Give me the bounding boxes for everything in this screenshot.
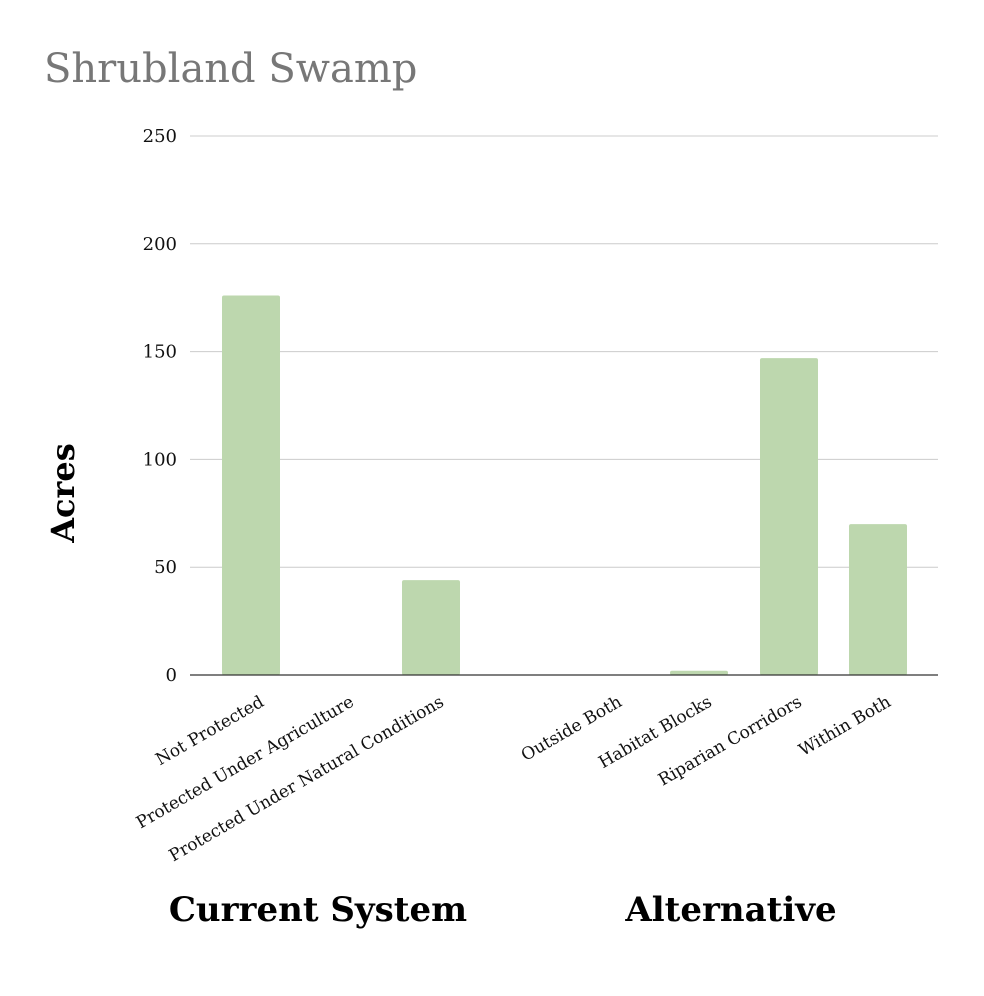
group-label: Current System xyxy=(169,890,467,930)
y-tick-label: 100 xyxy=(143,449,177,470)
y-tick-label: 150 xyxy=(143,342,177,363)
bar xyxy=(670,670,728,675)
y-tick-label: 0 xyxy=(166,665,177,686)
grid-lines xyxy=(190,135,938,568)
bar xyxy=(222,295,280,675)
group-label: Alternative xyxy=(624,890,836,930)
group-labels: Current System Alternative xyxy=(169,890,837,930)
x-category-label: Riparian Corridors xyxy=(655,692,805,790)
y-axis-label: Acres xyxy=(44,443,82,544)
bar xyxy=(849,524,907,675)
bar xyxy=(760,358,818,675)
chart-title: Shrubland Swamp xyxy=(44,46,417,92)
bar xyxy=(402,580,460,675)
y-tick-label: 250 xyxy=(143,126,177,147)
y-tick-label: 200 xyxy=(143,234,177,255)
bars xyxy=(222,295,907,675)
y-tick-label: 50 xyxy=(154,557,177,578)
y-axis-ticks: 0 50 100 150 200 250 xyxy=(143,126,177,686)
x-category-label: Within Both xyxy=(796,692,895,761)
